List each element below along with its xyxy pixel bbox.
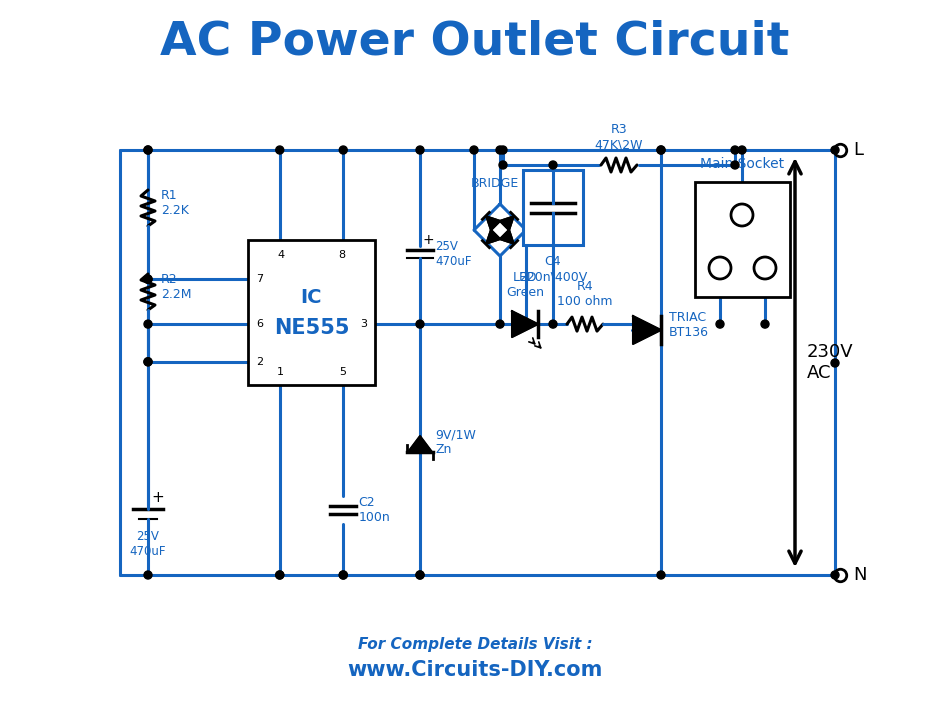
Text: IC: IC bbox=[301, 288, 322, 307]
Circle shape bbox=[731, 161, 739, 169]
Text: C4
220n\400V: C4 220n\400V bbox=[519, 255, 587, 283]
Circle shape bbox=[144, 571, 152, 579]
Circle shape bbox=[549, 320, 557, 328]
Text: R4
100 ohm: R4 100 ohm bbox=[558, 280, 613, 308]
Text: L: L bbox=[853, 141, 863, 159]
Circle shape bbox=[496, 320, 504, 328]
Bar bbox=[695, 182, 790, 297]
Text: +: + bbox=[423, 233, 434, 247]
Text: www.Circuits-DIY.com: www.Circuits-DIY.com bbox=[348, 660, 602, 680]
Circle shape bbox=[339, 146, 348, 154]
Circle shape bbox=[470, 146, 478, 154]
Circle shape bbox=[831, 359, 839, 367]
Text: TRIAC
BT136: TRIAC BT136 bbox=[669, 311, 709, 339]
Text: 6: 6 bbox=[256, 319, 263, 329]
Circle shape bbox=[549, 161, 557, 169]
Circle shape bbox=[144, 358, 152, 366]
Circle shape bbox=[144, 320, 152, 328]
Circle shape bbox=[731, 146, 739, 154]
Bar bbox=[248, 240, 375, 385]
Text: +: + bbox=[151, 490, 163, 505]
Polygon shape bbox=[633, 316, 661, 344]
Circle shape bbox=[657, 571, 665, 579]
Circle shape bbox=[716, 320, 724, 328]
Circle shape bbox=[276, 571, 284, 579]
Circle shape bbox=[416, 571, 424, 579]
Text: N: N bbox=[853, 566, 866, 584]
Circle shape bbox=[416, 320, 424, 328]
Circle shape bbox=[738, 146, 746, 154]
Circle shape bbox=[831, 571, 839, 579]
Polygon shape bbox=[500, 216, 514, 230]
Text: R2
2.2M: R2 2.2M bbox=[161, 273, 192, 301]
Circle shape bbox=[499, 161, 507, 169]
Circle shape bbox=[416, 571, 424, 579]
Text: 2: 2 bbox=[256, 357, 263, 366]
Text: R3
47K\2W: R3 47K\2W bbox=[595, 123, 643, 151]
Circle shape bbox=[339, 571, 348, 579]
Text: 25V
470uF: 25V 470uF bbox=[435, 240, 471, 268]
Circle shape bbox=[144, 146, 152, 154]
Polygon shape bbox=[500, 229, 514, 244]
Text: 25V
470uF: 25V 470uF bbox=[130, 530, 166, 558]
Text: Main Socket: Main Socket bbox=[700, 157, 784, 171]
Text: 4: 4 bbox=[277, 250, 284, 260]
Text: 8: 8 bbox=[339, 250, 346, 260]
Polygon shape bbox=[408, 436, 432, 452]
Circle shape bbox=[657, 146, 665, 154]
Text: 7: 7 bbox=[256, 274, 263, 284]
Polygon shape bbox=[512, 311, 538, 337]
Text: 230V
AC: 230V AC bbox=[807, 343, 854, 382]
Text: 9V/1W
Zn: 9V/1W Zn bbox=[435, 428, 476, 456]
Circle shape bbox=[657, 146, 665, 154]
Circle shape bbox=[761, 320, 769, 328]
Text: 5: 5 bbox=[339, 367, 346, 377]
Circle shape bbox=[522, 320, 530, 328]
Text: BRIDGE: BRIDGE bbox=[471, 177, 519, 190]
Circle shape bbox=[339, 571, 348, 579]
Circle shape bbox=[144, 146, 152, 154]
Circle shape bbox=[731, 204, 753, 226]
Circle shape bbox=[276, 571, 284, 579]
Text: AC Power Outlet Circuit: AC Power Outlet Circuit bbox=[161, 19, 789, 65]
Circle shape bbox=[144, 275, 152, 283]
Circle shape bbox=[416, 146, 424, 154]
Circle shape bbox=[754, 257, 776, 279]
Circle shape bbox=[709, 257, 731, 279]
Polygon shape bbox=[485, 229, 501, 244]
Text: C2
100n: C2 100n bbox=[358, 496, 390, 524]
Text: 3: 3 bbox=[360, 319, 367, 329]
Circle shape bbox=[496, 146, 504, 154]
Text: For Complete Details Visit :: For Complete Details Visit : bbox=[358, 637, 592, 652]
Circle shape bbox=[831, 146, 839, 154]
Bar bbox=[523, 170, 583, 245]
Circle shape bbox=[144, 275, 152, 283]
Circle shape bbox=[499, 146, 507, 154]
Text: 1: 1 bbox=[277, 367, 284, 377]
Text: R1
2.2K: R1 2.2K bbox=[161, 189, 189, 217]
Circle shape bbox=[276, 146, 284, 154]
Text: LED
Green: LED Green bbox=[506, 271, 544, 299]
Polygon shape bbox=[485, 216, 501, 230]
Text: NE555: NE555 bbox=[274, 318, 350, 338]
Circle shape bbox=[144, 358, 152, 366]
